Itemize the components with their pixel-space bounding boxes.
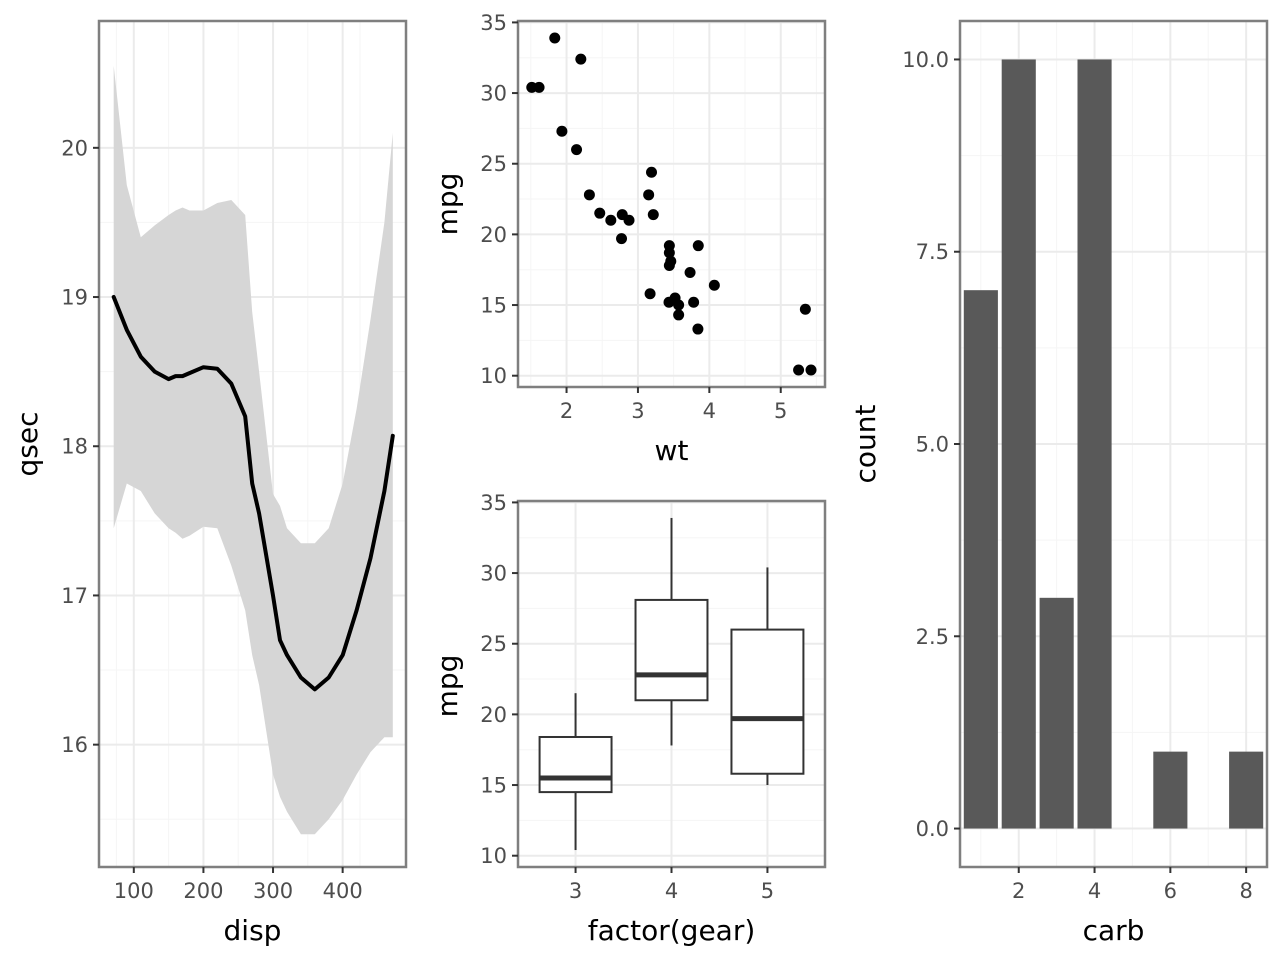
smooth-x-tick-label: 400	[323, 879, 363, 903]
scatter-point	[684, 267, 696, 279]
bar-marks	[963, 59, 1264, 829]
bar-y-tick-label: 2.5	[916, 625, 949, 649]
scatter-x-tick-label: 4	[703, 399, 716, 423]
scatter-point	[646, 166, 658, 178]
scatter-y-tick-label: 20	[480, 223, 507, 247]
scatter-point	[556, 125, 568, 137]
bar-x-axis-title: carb	[1083, 914, 1145, 947]
scatter-y-tick-label: 10	[480, 364, 507, 388]
boxplot-y-tick-label: 20	[480, 703, 507, 727]
smooth-y-tick-label: 20	[61, 136, 88, 160]
scatter-y-axis-title: mpg	[431, 173, 464, 236]
boxplot-ticks: 3 4 5 10 15 20 25 30 35	[480, 491, 774, 903]
bar-carb-1	[963, 290, 998, 829]
scatter-point	[605, 214, 617, 226]
smooth-panel-border	[97, 19, 408, 869]
boxplot-x-axis-title: factor(gear)	[588, 914, 756, 947]
scatter-x-tick-label: 5	[774, 399, 787, 423]
bar-carb-4	[1077, 59, 1112, 829]
smooth-marks	[111, 65, 395, 835]
bar-x-tick-label: 2	[1012, 879, 1025, 903]
boxplot-x-tick-label: 3	[569, 879, 582, 903]
scatter-ticks: 2 3 4 5 10 15 20 25 30 35	[480, 11, 787, 423]
bar-x-tick-label: 4	[1088, 879, 1101, 903]
scatter-point	[663, 259, 675, 271]
scatter-point	[571, 144, 583, 156]
boxplot-box	[634, 598, 709, 702]
scatter-point	[688, 296, 700, 308]
smooth-y-tick-label: 18	[61, 435, 88, 459]
scatter-point	[799, 303, 811, 315]
smooth-y-tick-label: 19	[61, 286, 88, 310]
smooth-ticks: 100 200 300 400 16 17 18 19 20	[61, 136, 362, 903]
smooth-fit-line	[111, 295, 395, 692]
bar-y-tick-label: 5.0	[916, 433, 949, 457]
smooth-x-axis-title: disp	[224, 914, 282, 947]
scatter-marks	[526, 32, 817, 376]
smooth-x-tick-label: 200	[183, 879, 223, 903]
scatter-point	[616, 209, 628, 221]
boxplot-y-tick-label: 35	[480, 491, 507, 515]
scatter-point	[616, 233, 628, 245]
scatter-panel-border	[516, 19, 827, 389]
boxplot-y-tick-label: 15	[480, 774, 507, 798]
scatter-y-tick-label: 15	[480, 294, 507, 318]
smooth-panel: 100 200 300 400 16 17 18 19 20 disp qsec	[11, 19, 408, 947]
scatter-point	[673, 299, 685, 311]
bar-y-tick-label: 0.0	[916, 817, 949, 841]
scatter-point	[583, 189, 595, 201]
boxplot-x-tick-label: 4	[665, 879, 678, 903]
scatter-point	[549, 32, 561, 44]
smooth-x-tick-label: 100	[114, 879, 154, 903]
smooth-y-tick-label: 16	[61, 733, 88, 757]
boxplot-y-tick-label: 30	[480, 562, 507, 586]
scatter-point	[643, 189, 655, 201]
smooth-x-tick-label: 300	[253, 879, 293, 903]
bar-carb-2	[1001, 59, 1036, 829]
boxplot-y-tick-label: 10	[480, 844, 507, 868]
scatter-x-axis-title: wt	[655, 434, 689, 467]
bar-x-tick-label: 6	[1164, 879, 1177, 903]
scatter-point	[526, 81, 538, 93]
scatter-point	[575, 53, 587, 65]
scatter-y-tick-label: 25	[480, 152, 507, 176]
bar-y-axis-title: count	[849, 404, 882, 483]
boxplot-x-tick-label: 5	[761, 879, 774, 903]
smooth-confidence-band	[113, 65, 393, 835]
bar-carb-8	[1229, 751, 1264, 829]
boxplot-box	[538, 735, 613, 794]
bar-carb-6	[1153, 751, 1188, 829]
bar-panel: 2 4 6 8 0.0 2.5 5.0 7.5 10.0 carb count	[849, 19, 1269, 947]
scatter-point	[594, 207, 606, 219]
scatter-point	[793, 364, 805, 376]
bar-carb-3	[1039, 597, 1074, 829]
boxplot-marks	[538, 517, 805, 851]
bar-x-tick-label: 8	[1239, 879, 1252, 903]
scatter-point	[647, 209, 659, 221]
boxplot-y-axis-title: mpg	[431, 655, 464, 718]
scatter-point	[692, 240, 704, 252]
scatter-point	[708, 279, 720, 291]
smooth-y-tick-label: 17	[61, 584, 88, 608]
bar-y-tick-label: 7.5	[916, 240, 949, 264]
scatter-x-tick-label: 3	[631, 399, 644, 423]
scatter-grid	[518, 21, 825, 387]
scatter-point	[663, 240, 675, 252]
boxplot-panel: 3 4 5 10 15 20 25 30 35 factor(gear) mpg	[431, 491, 827, 947]
scatter-x-tick-label: 2	[560, 399, 573, 423]
bar-ticks: 2 4 6 8 0.0 2.5 5.0 7.5 10.0	[902, 48, 1253, 903]
scatter-y-tick-label: 35	[480, 11, 507, 35]
boxplot-y-tick-label: 25	[480, 632, 507, 656]
scatter-point	[673, 309, 685, 321]
scatter-y-tick-label: 30	[480, 82, 507, 106]
bar-y-tick-label: 10.0	[902, 48, 949, 72]
boxplot-box	[730, 628, 805, 775]
scatter-point	[644, 288, 656, 300]
scatter-point	[805, 364, 817, 376]
scatter-point	[663, 296, 675, 308]
scatter-point	[692, 323, 704, 335]
smooth-y-axis-title: qsec	[11, 412, 44, 477]
scatter-panel: 2 3 4 5 10 15 20 25 30 35 wt mpg	[431, 11, 827, 467]
